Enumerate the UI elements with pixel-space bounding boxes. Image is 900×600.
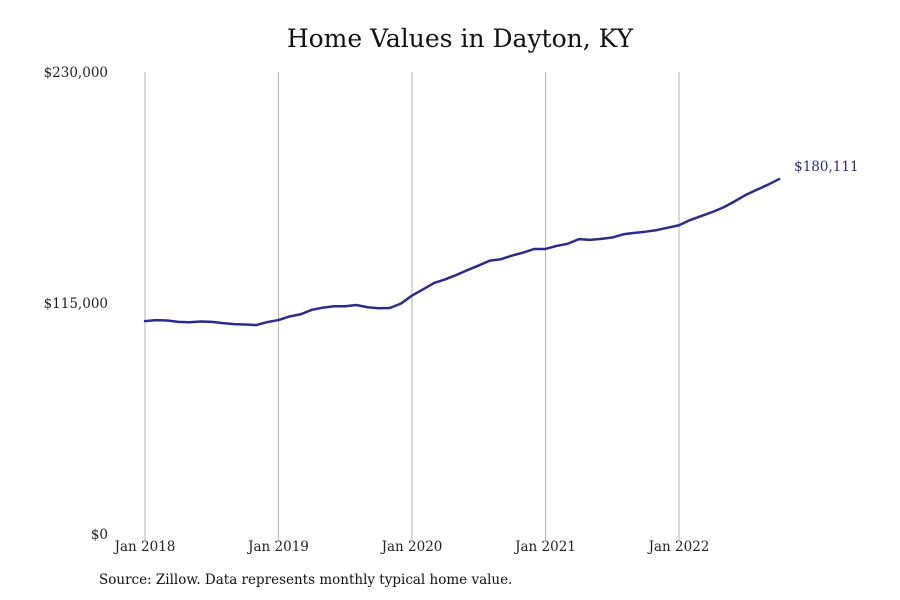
x-tick-label: Jan 2018 <box>113 539 176 555</box>
grid-lines <box>144 72 680 540</box>
chart-title: Home Values in Dayton, KY <box>286 24 634 53</box>
y-tick-label: $115,000 <box>44 296 108 312</box>
series-line <box>143 177 781 327</box>
x-axis: Jan 2018 Jan 2019 Jan 2020 Jan 2021 Jan 2022 <box>113 539 710 555</box>
y-tick-label: $230,000 <box>44 65 108 81</box>
x-tick-label: Jan 2022 <box>647 539 710 555</box>
series-layer: $180,111 <box>143 159 859 327</box>
x-tick-label: Jan 2020 <box>380 539 443 555</box>
y-tick-label: $0 <box>91 527 108 543</box>
end-value-label: $180,111 <box>794 159 858 175</box>
y-axis: $0 $115,000 $230,000 <box>44 65 108 543</box>
x-tick-label: Jan 2021 <box>513 539 576 555</box>
x-tick-label: Jan 2019 <box>246 539 309 555</box>
source-note: Source: Zillow. Data represents monthly … <box>99 572 513 588</box>
